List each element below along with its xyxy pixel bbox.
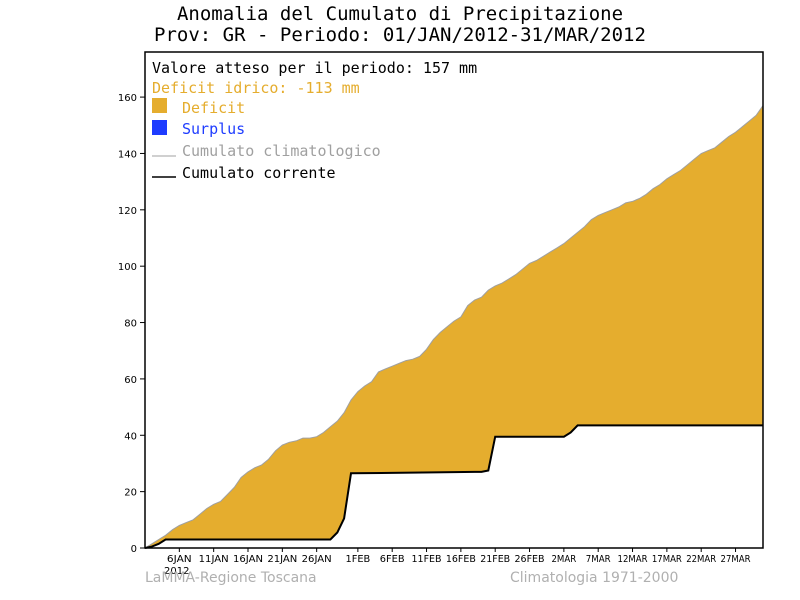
legend-deficit-swatch (152, 98, 167, 113)
y-tick-label: 160 (118, 93, 137, 104)
y-tick-label: 80 (124, 319, 137, 330)
x-tick-label: 21JAN (267, 554, 297, 565)
x-tick-label: 16FEB (446, 554, 476, 565)
deficit-area (145, 105, 763, 548)
y-tick-label: 60 (124, 375, 137, 386)
x-tick-label: 6JAN (167, 554, 192, 565)
legend-surplus-swatch (152, 120, 167, 135)
legend-deficit-label: Deficit (182, 99, 245, 117)
footer-right-text: Climatologia 1971-2000 (510, 570, 679, 586)
x-tick-label: 7MAR (586, 554, 611, 565)
year-label: 2012 (164, 566, 189, 577)
chart-title: Anomalia del Cumulato di Precipitazione (176, 3, 624, 25)
x-tick-label: 16JAN (233, 554, 263, 565)
plot-frame (144, 51, 764, 549)
legend-climatological-label: Cumulato climatologico (182, 142, 381, 160)
y-tick-label: 120 (118, 206, 137, 217)
legend: Valore atteso per il periodo: 157 mm Def… (152, 59, 477, 182)
x-tick-label: 26JAN (302, 554, 332, 565)
x-tick-label: 6FEB (380, 554, 405, 565)
x-tick-label: 26FEB (515, 554, 545, 565)
x-tick-label: 1FEB (345, 554, 370, 565)
legend-expected-text: Valore atteso per il periodo: 157 mm (152, 59, 477, 77)
x-tick-label: 11JAN (199, 554, 229, 565)
x-tick-label: 11FEB (412, 554, 442, 565)
legend-current-label: Cumulato corrente (182, 164, 336, 182)
legend-surplus-label: Surplus (182, 120, 245, 138)
y-tick-label: 0 (131, 544, 137, 555)
chart-subtitle: Prov: GR - Periodo: 01/JAN/2012-31/MAR/2… (154, 24, 646, 46)
y-axis: 0 20 40 60 80 100 120 140 160 (118, 93, 145, 555)
footer-left-text: LaMMA-Regione Toscana (145, 570, 317, 586)
y-tick-label: 140 (118, 149, 137, 160)
y-tick-label: 100 (118, 262, 137, 273)
x-tick-label: 21FEB (480, 554, 510, 565)
x-tick-label: 12MAR (618, 554, 648, 565)
y-tick-label: 40 (124, 431, 137, 442)
current-line (144, 424, 763, 549)
x-tick-label: 22MAR (686, 554, 716, 565)
x-axis: 6JAN 11JAN 16JAN 21JAN 26JAN 1FEB 6FEB 11FEB 16F… (167, 548, 751, 565)
x-tick-label: 2MAR (551, 554, 576, 565)
x-tick-label: 17MAR (652, 554, 682, 565)
climatological-line (144, 105, 764, 549)
x-tick-label: 27MAR (721, 554, 751, 565)
legend-deficit-value-text: Deficit idrico: -113 mm (152, 79, 360, 97)
y-tick-label: 20 (124, 488, 137, 499)
